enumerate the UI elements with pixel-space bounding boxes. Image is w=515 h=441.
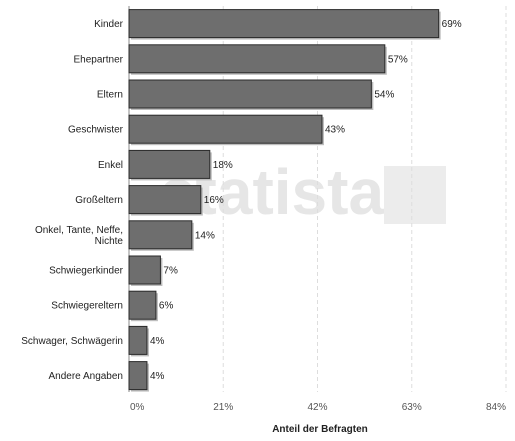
bar [128,44,386,74]
bar [128,9,440,39]
bars [128,9,441,392]
x-tick-label: 63% [402,402,422,413]
value-label: 16% [204,195,224,206]
category-label: Geschwister [68,125,124,136]
category-label: Onkel, Tante, Neffe, Nichte [35,225,123,247]
bar [128,79,372,109]
bar [128,185,202,215]
value-label: 57% [388,54,408,65]
x-tick-labels: 0% 21% 42% 63% 84% [130,402,506,413]
value-label: 4% [150,371,165,382]
bar [128,255,161,285]
category-label: Großeltern [75,195,123,206]
bar [128,114,323,144]
category-label: Kinder [94,19,124,30]
category-label: Enkel [98,160,123,171]
watermark-logo [384,166,446,224]
bar [128,220,193,250]
bar [128,149,211,179]
x-tick-label: 42% [307,402,327,413]
x-tick-label: 0% [130,402,145,413]
category-label: Schwiegereltern [51,301,123,312]
value-label: 4% [150,336,165,347]
x-tick-label: 21% [213,402,233,413]
bar [128,290,157,320]
value-labels: 69% 57% 54% 43% 18% 16% 14% 7% 6% 4% 4% [150,19,462,382]
value-label: 43% [325,125,345,136]
category-label: Eltern [97,90,123,101]
category-labels: Kinder Ehepartner Eltern Geschwister Enkel Gr… [21,19,123,382]
x-tick-label: 84% [486,402,506,413]
value-label: 14% [195,230,215,241]
value-label: 7% [163,266,178,277]
value-label: 69% [442,19,462,30]
value-label: 6% [159,301,174,312]
category-label: Ehepartner [74,54,124,65]
value-label: 18% [213,160,233,171]
value-label: 54% [374,90,394,101]
category-label: Andere Angaben [48,371,123,382]
bar [128,361,148,391]
category-label: Schwager, Schwägerin [21,336,123,347]
category-label: Schwiegerkinder [49,266,124,277]
x-axis-title: Anteil der Befragten [272,424,368,435]
bar [128,325,148,355]
